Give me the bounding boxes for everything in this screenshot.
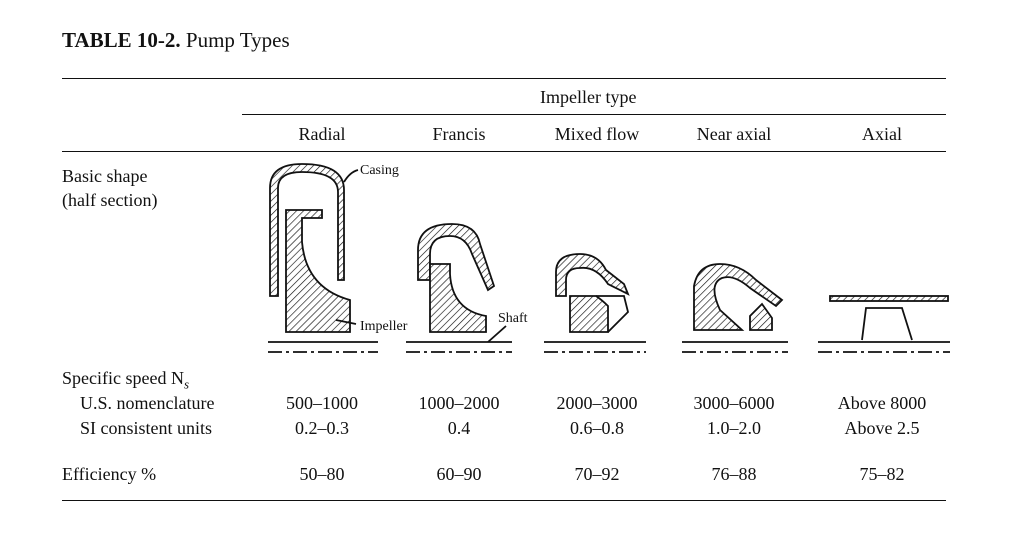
- table-number: TABLE 10-2.: [62, 28, 181, 52]
- specific-speed-subscript: s: [183, 376, 190, 392]
- casing-leader: [343, 169, 359, 183]
- us-value-near-axial: 3000–6000: [693, 393, 775, 413]
- top-rule: [62, 78, 946, 79]
- group-header-rule: [242, 114, 946, 115]
- efficiency-value-axial: 75–82: [859, 464, 905, 484]
- efficiency-value-near-axial: 76–88: [711, 464, 757, 484]
- specific-speed-label: Specific speed Ns: [62, 368, 189, 393]
- efficiency-value-francis: 60–90: [436, 464, 482, 484]
- us-value-radial: 500–1000: [286, 393, 358, 413]
- si-value-axial: Above 2.5: [844, 418, 920, 438]
- efficiency-value-mixed-flow: 70–92: [574, 464, 620, 484]
- us-value-axial: Above 8000: [837, 393, 927, 413]
- column-header-near-axial: Near axial: [696, 124, 772, 144]
- us-nomenclature-label: U.S. nomenclature: [80, 393, 215, 413]
- impeller-label: Impeller: [360, 319, 408, 334]
- axial-impeller-shape: [818, 295, 950, 353]
- impeller-leader: [335, 319, 357, 325]
- half-section-label: (half section): [62, 190, 158, 210]
- mixed-flow-impeller-shape: [544, 253, 646, 353]
- us-value-francis: 1000–2000: [418, 393, 500, 413]
- column-header-axial: Axial: [862, 124, 902, 144]
- francis-impeller-shape: [406, 223, 512, 353]
- column-header-rule: [62, 151, 946, 152]
- us-value-mixed-flow: 2000–3000: [556, 393, 638, 413]
- efficiency-label: Efficiency %: [62, 464, 157, 484]
- shaft-leader: [487, 325, 507, 343]
- near-axial-impeller-shape: [682, 263, 788, 353]
- column-header-mixed-flow: Mixed flow: [554, 124, 640, 144]
- table-title: Pump Types: [185, 28, 290, 52]
- group-header: Impeller type: [540, 87, 637, 107]
- si-value-mixed-flow: 0.6–0.8: [570, 418, 624, 438]
- si-value-francis: 0.4: [447, 418, 471, 438]
- impeller-shapes-figure: Casing Impeller Shaft: [268, 163, 950, 353]
- casing-label: Casing: [360, 163, 399, 178]
- table-caption: TABLE 10-2. Pump Types: [62, 28, 290, 53]
- bottom-rule: [62, 500, 946, 501]
- basic-shape-label: Basic shape: [62, 166, 148, 186]
- radial-impeller-shape: [268, 163, 378, 353]
- column-header-radial: Radial: [298, 124, 346, 144]
- si-value-radial: 0.2–0.3: [295, 418, 349, 438]
- efficiency-value-radial: 50–80: [299, 464, 345, 484]
- shaft-label: Shaft: [498, 311, 528, 326]
- column-header-francis: Francis: [432, 124, 486, 144]
- si-units-label: SI consistent units: [80, 418, 213, 438]
- specific-speed-text: Specific speed N: [62, 368, 184, 388]
- si-value-near-axial: 1.0–2.0: [707, 418, 761, 438]
